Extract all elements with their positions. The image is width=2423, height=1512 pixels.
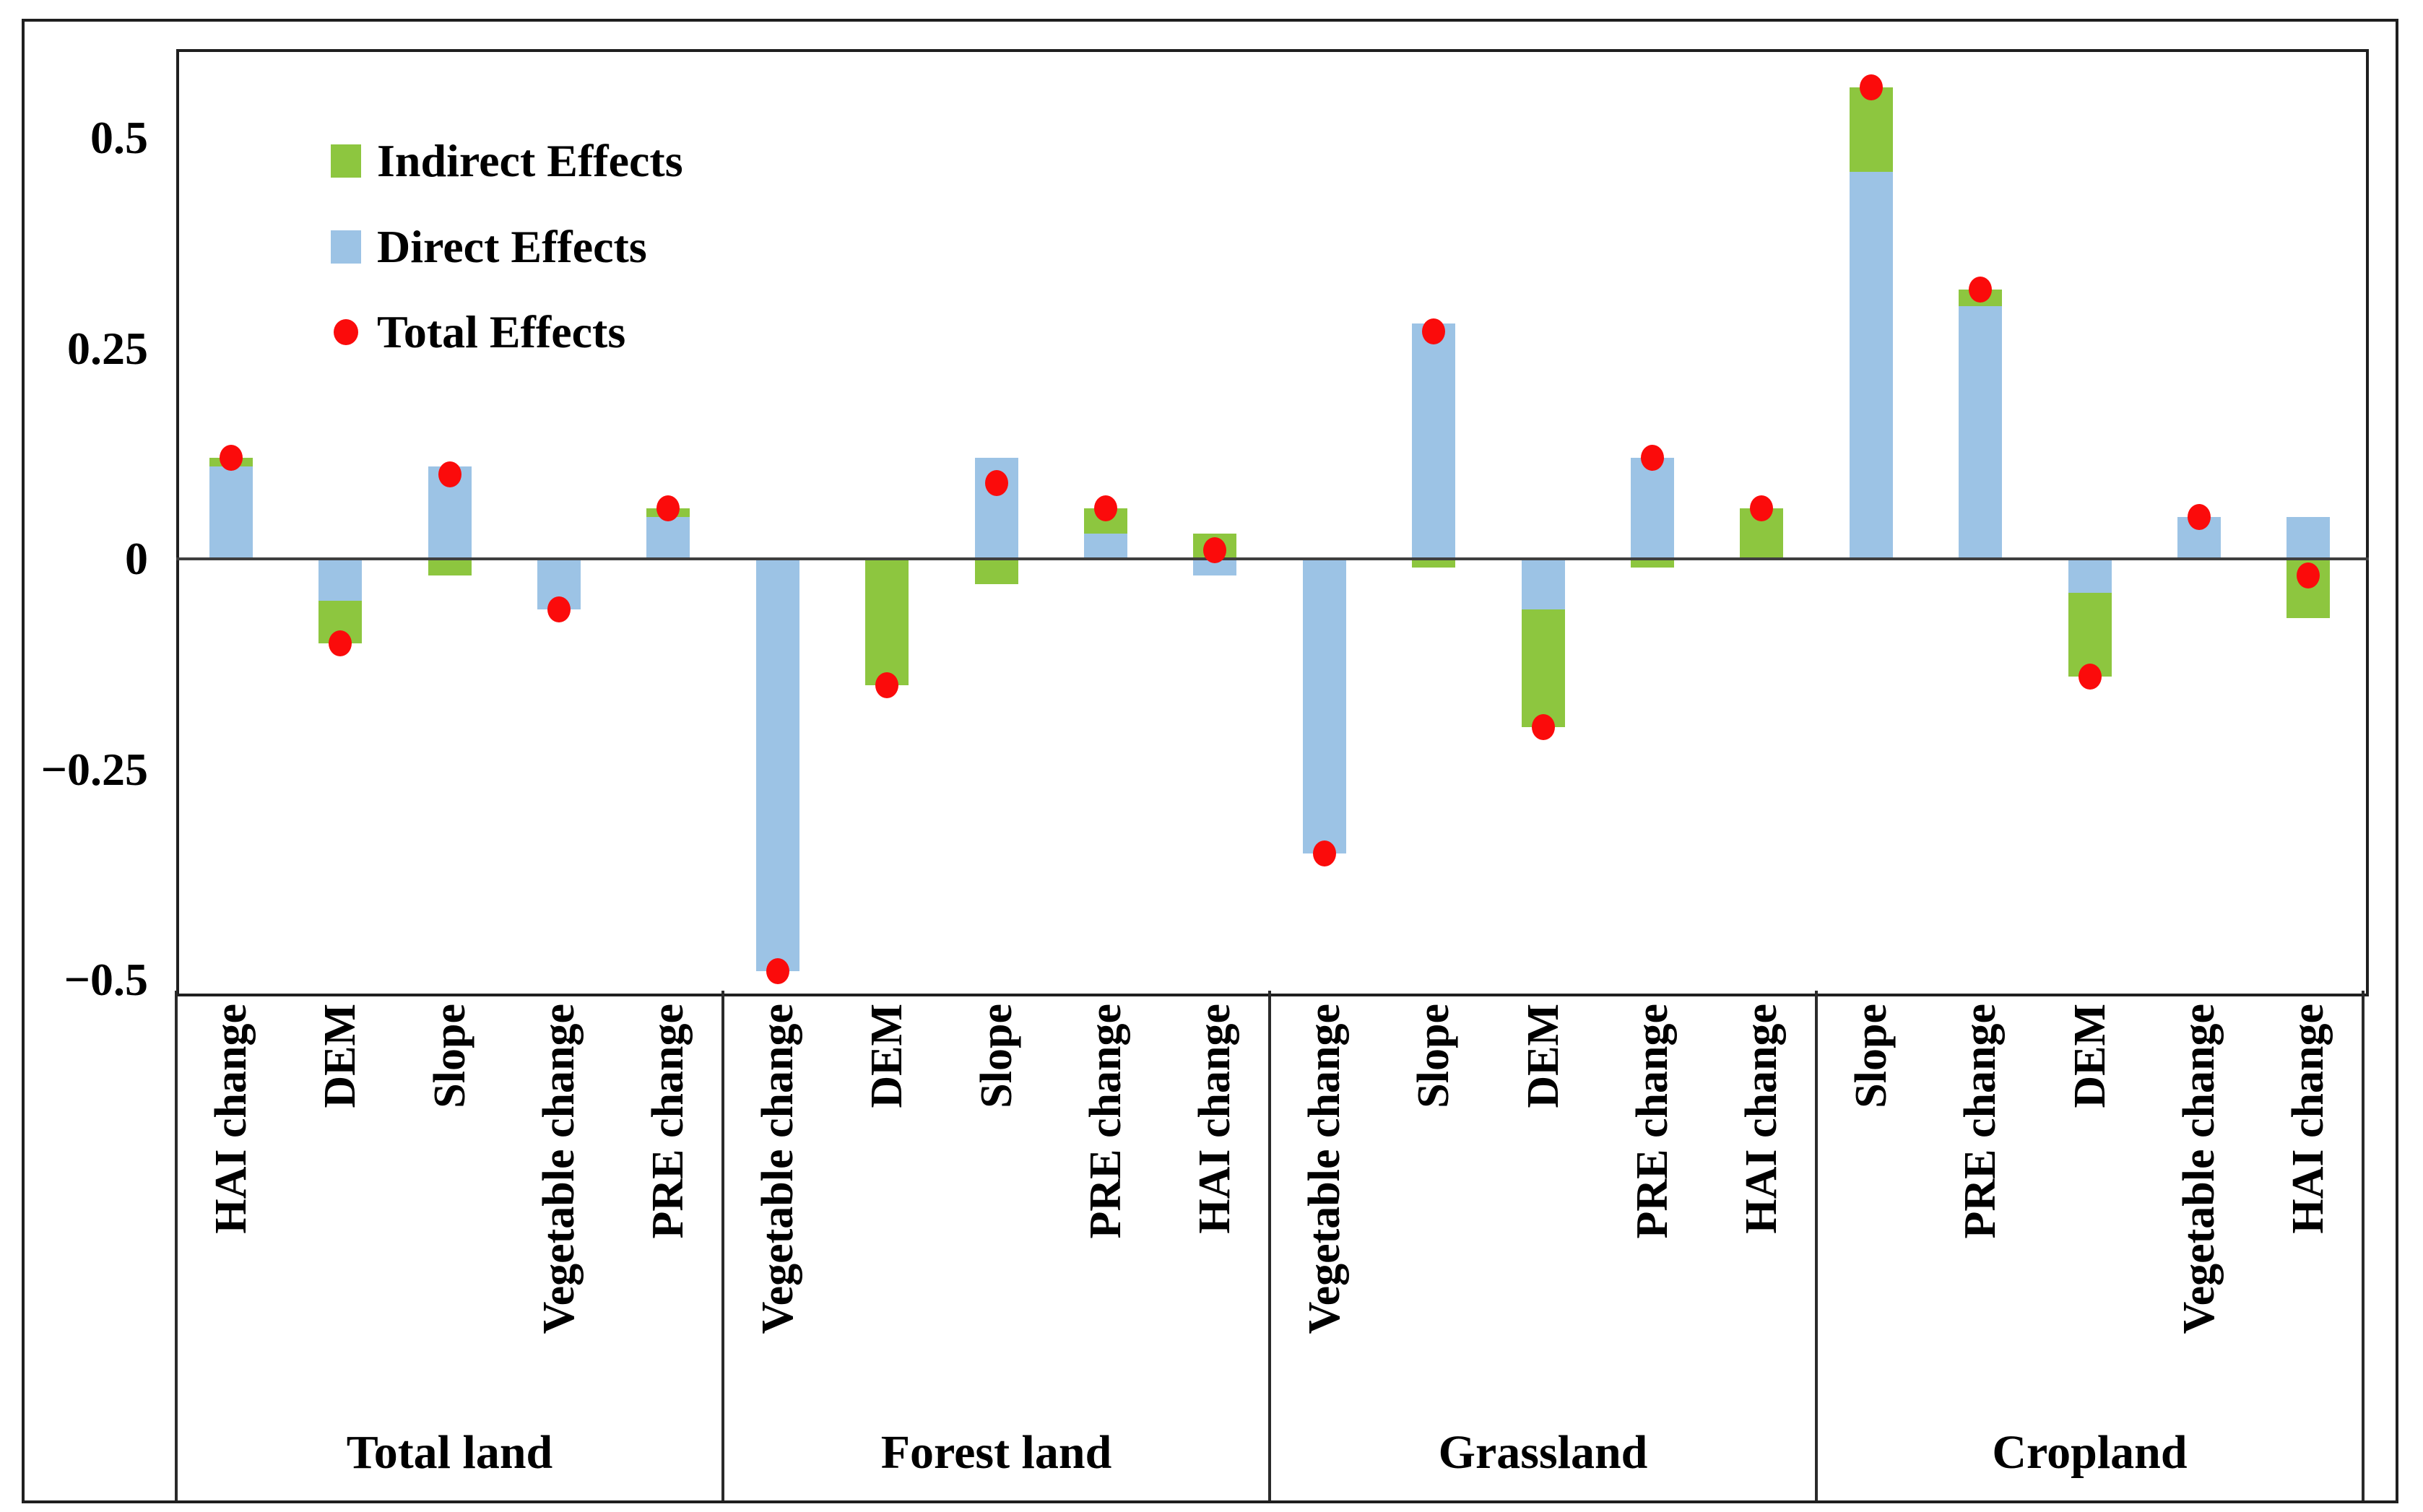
group-separator-line bbox=[1268, 991, 1271, 1500]
total-effects-dot bbox=[2187, 503, 2211, 530]
total-effects-dot bbox=[1093, 495, 1117, 522]
total-effects-dot bbox=[2297, 562, 2320, 589]
y-tick-label: −0.25 bbox=[40, 743, 148, 795]
total-effects-dot bbox=[1969, 276, 1993, 303]
x-axis-category-label: HAI change bbox=[206, 1004, 256, 1234]
x-axis-category-label: Slope bbox=[1409, 1004, 1459, 1108]
y-tick-label: 0.5 bbox=[90, 112, 148, 163]
bar-direct-segment bbox=[318, 559, 363, 601]
x-axis-category-label: PRE change bbox=[643, 1004, 693, 1239]
bar-direct-segment bbox=[1083, 534, 1127, 559]
land-type-group-label: Total land bbox=[346, 1426, 553, 1479]
bar-direct-segment bbox=[646, 516, 690, 559]
group-separator-line bbox=[721, 991, 724, 1500]
bar-direct-segment bbox=[1302, 559, 1346, 854]
total-effects-dot bbox=[1203, 537, 1227, 564]
bar-direct-segment bbox=[1412, 323, 1456, 559]
x-axis-category-label: PRE change bbox=[1627, 1004, 1677, 1239]
total-effects-dot bbox=[766, 958, 789, 985]
plot-area bbox=[176, 49, 2369, 996]
x-axis-category-label: DEM bbox=[316, 1004, 365, 1108]
bar-indirect-segment bbox=[1849, 87, 1893, 172]
legend-item-indirect-effects: Indirect Effects bbox=[331, 121, 683, 201]
x-axis-category-label: HAI change bbox=[1737, 1004, 1787, 1234]
land-type-group-label: Cropland bbox=[1992, 1426, 2188, 1479]
x-axis-category-label: Vegetable change bbox=[1299, 1004, 1349, 1334]
total-effects-dot bbox=[1859, 74, 1883, 101]
x-axis-category-label: DEM bbox=[2065, 1004, 2115, 1108]
x-axis-category-label: PRE change bbox=[1956, 1004, 2006, 1239]
total-effects-dot bbox=[1531, 714, 1555, 741]
total-effects-dot bbox=[875, 672, 899, 698]
y-tick-label: 0 bbox=[125, 533, 148, 584]
bar-direct-segment bbox=[1849, 171, 1893, 559]
x-axis-category-label: PRE change bbox=[1080, 1004, 1130, 1239]
x-axis-category-label: DEM bbox=[1518, 1004, 1568, 1108]
total-effects-dot bbox=[438, 461, 461, 488]
bar-indirect-segment bbox=[2068, 592, 2112, 677]
bar-direct-segment bbox=[2068, 559, 2112, 593]
indirect-effects-swatch-icon bbox=[331, 144, 361, 178]
group-separator-line bbox=[2362, 991, 2365, 1500]
x-axis-category-label: HAI change bbox=[2284, 1004, 2333, 1234]
x-axis-category-label: HAI change bbox=[1190, 1004, 1240, 1234]
total-effects-dot bbox=[656, 495, 680, 522]
land-type-group-label: Grassland bbox=[1438, 1426, 1648, 1479]
x-axis-category-label: Slope bbox=[971, 1004, 1021, 1108]
total-effects-dot bbox=[1750, 495, 1774, 522]
total-effects-dot bbox=[1312, 840, 1336, 867]
bar-direct-segment bbox=[1193, 559, 1237, 576]
legend-label: Total Effects bbox=[377, 306, 626, 357]
total-effects-dot bbox=[1640, 445, 1664, 472]
group-separator-line bbox=[175, 991, 178, 1500]
x-axis-category-label: Vegetable change bbox=[534, 1004, 584, 1334]
legend-label: Indirect Effects bbox=[377, 135, 683, 186]
total-effects-dot bbox=[219, 445, 243, 472]
land-type-group-label: Forest land bbox=[880, 1426, 1112, 1479]
bar-direct-segment bbox=[1630, 458, 1674, 559]
y-tick-label: −0.5 bbox=[64, 954, 148, 1005]
legend-label: Direct Effects bbox=[377, 221, 647, 272]
bar-direct-segment bbox=[209, 466, 253, 559]
bar-direct-segment bbox=[1521, 559, 1565, 609]
legend-item-total-effects: Total Effects bbox=[331, 292, 625, 372]
bar-indirect-segment bbox=[1630, 559, 1674, 568]
figure-outer-border bbox=[22, 19, 2398, 1503]
zero-axis-line bbox=[176, 557, 2369, 560]
legend-item-direct-effects: Direct Effects bbox=[331, 207, 647, 287]
x-axis-category-label: Vegetable change bbox=[2174, 1004, 2224, 1334]
bar-indirect-segment bbox=[1412, 559, 1456, 568]
bar-indirect-segment bbox=[865, 559, 909, 685]
bar-indirect-segment bbox=[1521, 609, 1565, 728]
total-effects-dot-icon bbox=[334, 319, 358, 345]
bar-indirect-segment bbox=[974, 559, 1018, 584]
direct-effects-swatch-icon bbox=[331, 230, 361, 264]
x-axis-category-label: DEM bbox=[862, 1004, 912, 1108]
bar-direct-segment bbox=[1959, 306, 2003, 559]
x-axis-category-label: Slope bbox=[425, 1004, 474, 1108]
x-axis-category-label: Vegetable change bbox=[753, 1004, 802, 1334]
total-effects-dot bbox=[329, 630, 352, 656]
bar-indirect-segment bbox=[428, 559, 472, 576]
bar-direct-segment bbox=[755, 559, 799, 972]
total-effects-dot bbox=[984, 470, 1008, 497]
total-effects-dot bbox=[1422, 318, 1446, 345]
bar-direct-segment bbox=[2287, 516, 2331, 559]
total-effects-dot bbox=[2078, 664, 2102, 690]
total-effects-dot bbox=[547, 596, 571, 622]
group-separator-line bbox=[1815, 991, 1818, 1500]
y-tick-label: 0.25 bbox=[67, 322, 148, 374]
x-axis-category-label: Slope bbox=[1846, 1004, 1896, 1108]
